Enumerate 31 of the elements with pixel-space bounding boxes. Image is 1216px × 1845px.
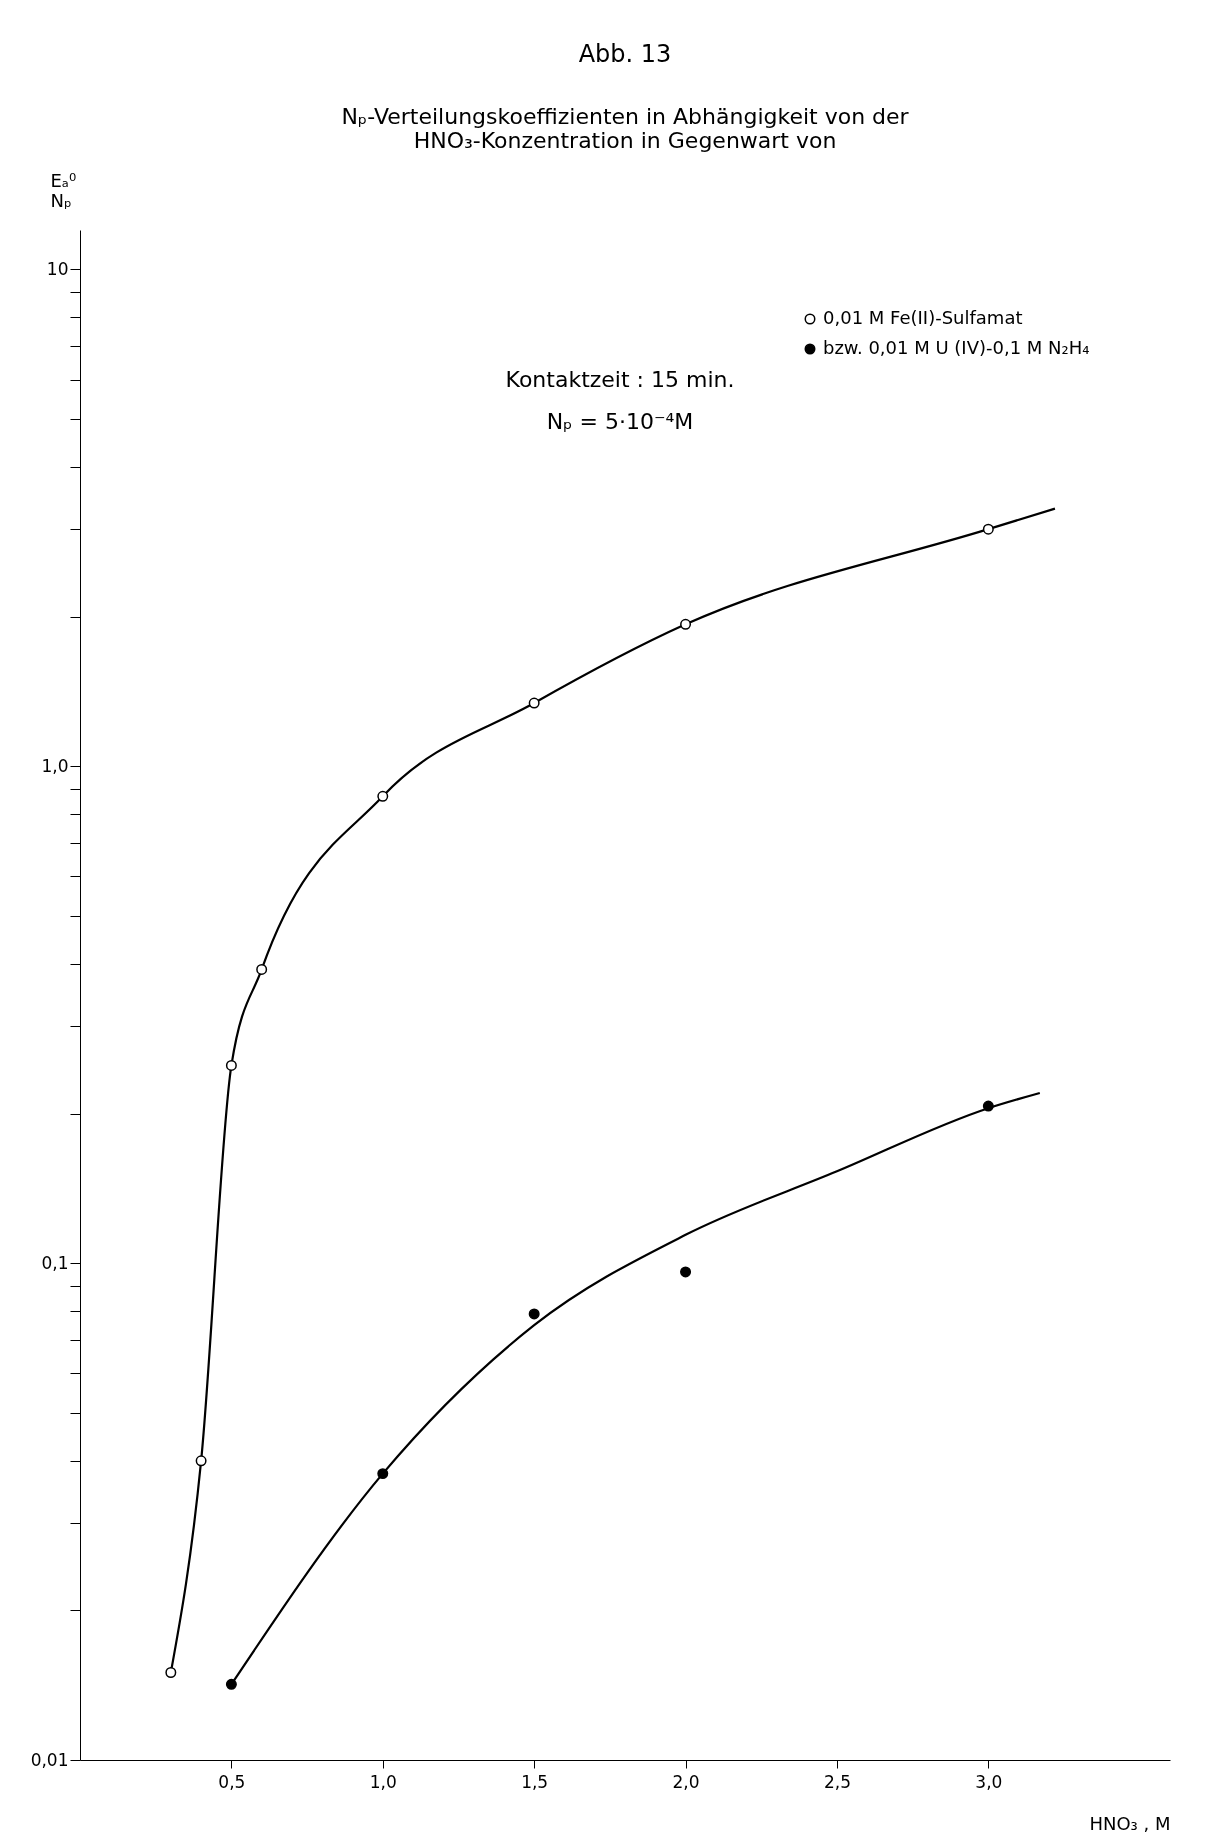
chart-subtitle: Nₚ-Verteilungskoeffizienten in Abhängigkeit von der HNO₃-Konzentration in Gegenwart von xyxy=(341,104,910,153)
x-tick-label: 3,0 xyxy=(975,1771,1003,1792)
point xyxy=(528,697,540,709)
y-tick-label: 1,0 xyxy=(41,755,69,776)
point xyxy=(528,1308,540,1320)
x-axis-title: HNO₃ , M xyxy=(1089,1812,1171,1834)
y-tick-label: 0,01 xyxy=(30,1749,69,1770)
point xyxy=(377,1468,389,1480)
x-tick-label: 0,5 xyxy=(218,1771,246,1792)
annotation: Nₚ = 5·10⁻⁴M xyxy=(546,409,694,434)
chart-title: Abb. 13 xyxy=(578,40,672,68)
point xyxy=(680,1266,692,1278)
point xyxy=(680,618,692,630)
annotation: Kontaktzeit : 15 min. xyxy=(505,367,735,392)
point xyxy=(225,1059,237,1071)
y-tick-label: 0,1 xyxy=(41,1252,69,1273)
point xyxy=(982,523,994,535)
legend-label: 0,01 M Fe(II)-Sulfamat xyxy=(823,307,1023,328)
point xyxy=(165,1667,177,1678)
point xyxy=(377,790,389,802)
legend-label: bzw. 0,01 M U (IV)-0,1 M N₂H₄ xyxy=(823,337,1090,358)
x-tick-label: 1,0 xyxy=(369,1771,397,1792)
x-tick-label: 1,5 xyxy=(521,1771,549,1792)
y-axis-title: Eₐ⁰ Nₚ xyxy=(50,169,77,211)
y-tick-label: 10 xyxy=(46,258,69,279)
x-tick-label: 2,5 xyxy=(823,1771,851,1792)
x-tick-label: 2,0 xyxy=(672,1771,700,1792)
point xyxy=(982,1100,994,1112)
point xyxy=(195,1455,207,1467)
point xyxy=(256,963,268,975)
point xyxy=(225,1678,237,1690)
